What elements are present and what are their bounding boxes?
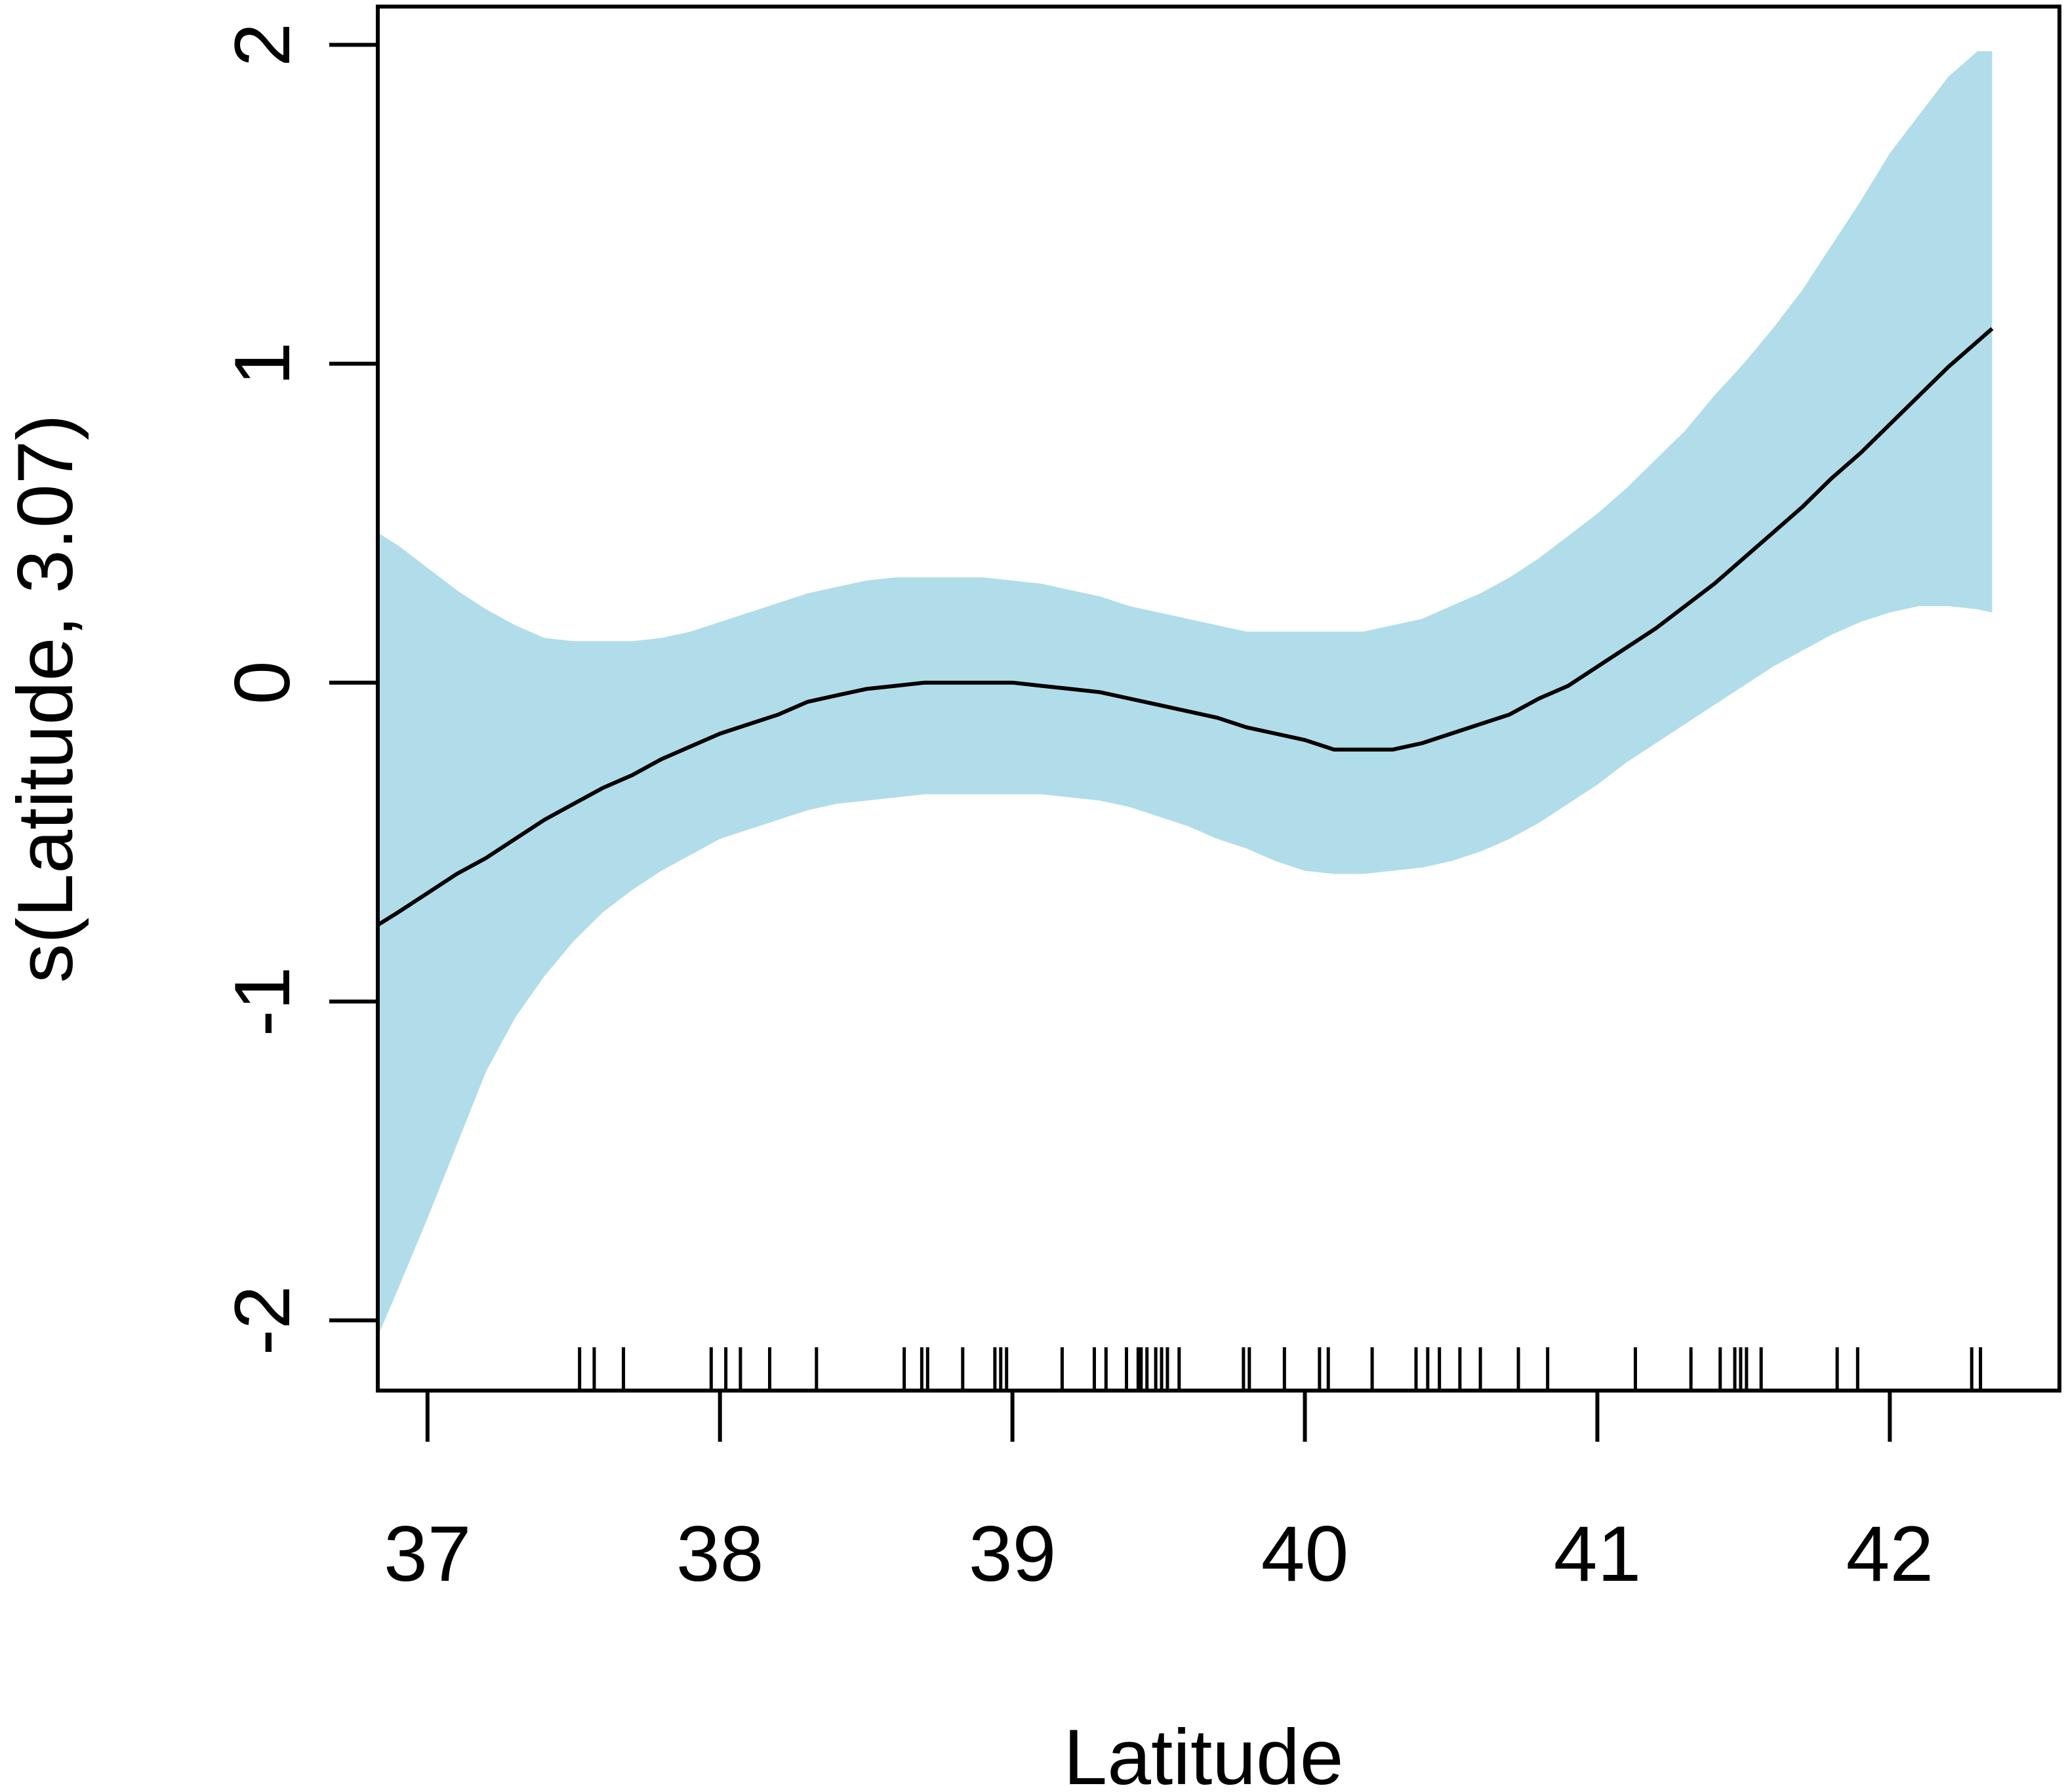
y-tick-label: -2: [218, 1286, 306, 1356]
x-tick-label: 42: [1846, 1510, 1934, 1598]
x-tick-label: 39: [969, 1510, 1056, 1598]
y-tick-label: -1: [218, 967, 306, 1037]
y-axis-title: s(Latitude, 3.07): [1, 414, 89, 983]
x-tick-label: 41: [1554, 1510, 1641, 1598]
confidence-band: [378, 51, 1993, 1337]
plot-frame: [376, 5, 2061, 1393]
y-axis: -2 -1 0 1 2: [218, 23, 378, 1355]
x-axis-title: Latitude: [1063, 1713, 1343, 1792]
x-tick-label: 37: [384, 1510, 471, 1598]
smooth-fit-line: [376, 327, 1994, 927]
x-tick-label: 38: [676, 1510, 763, 1598]
y-tick-label: 1: [218, 342, 306, 386]
rug-marks: [578, 1347, 1983, 1391]
x-tick-label: 40: [1261, 1510, 1348, 1598]
x-axis: 37 38 39 40 41 42: [384, 1391, 1934, 1598]
y-tick-label: 0: [218, 661, 306, 704]
y-tick-label: 2: [218, 23, 306, 67]
